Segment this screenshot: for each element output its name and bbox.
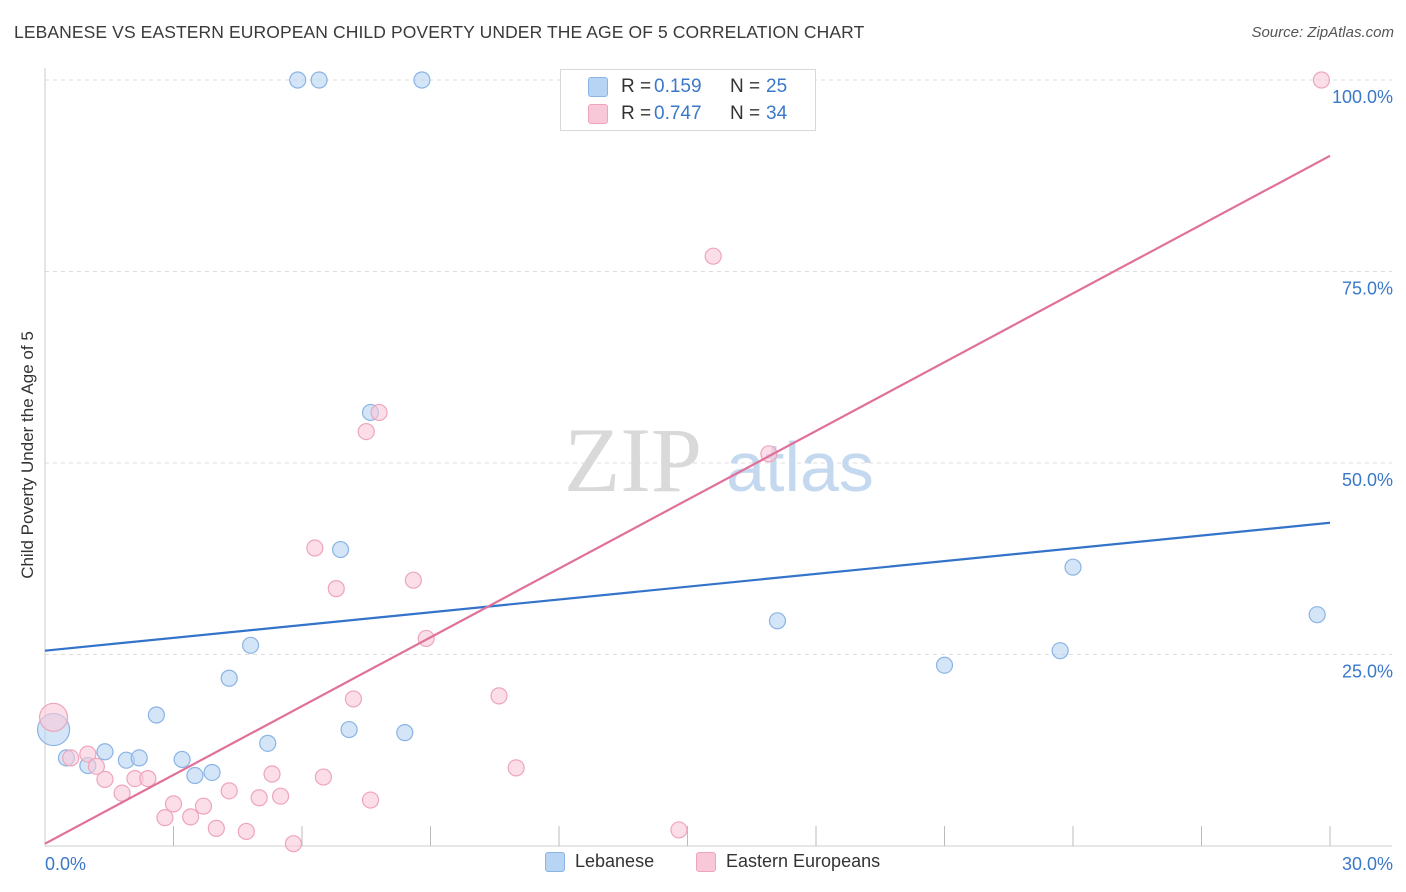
- point-lebanese: [173, 750, 191, 769]
- point-eastern: [38, 702, 69, 732]
- chart-title: LEBANESE VS EASTERN EUROPEAN CHILD POVER…: [14, 22, 865, 42]
- point-eastern: [1312, 71, 1331, 89]
- legend-r-value: 0.747: [654, 103, 702, 124]
- point-lebanese: [220, 669, 238, 687]
- point-eastern: [194, 797, 213, 815]
- watermark-zip: ZIP: [564, 409, 702, 511]
- point-lebanese: [96, 743, 114, 761]
- point-lebanese: [203, 763, 221, 782]
- point-eastern: [361, 791, 380, 809]
- point-lebanese: [242, 636, 260, 654]
- point-eastern: [156, 809, 174, 827]
- point-eastern: [284, 835, 303, 853]
- trend-line-lebanese: [44, 521, 1331, 652]
- legend-label-lebanese: Lebanese: [575, 851, 655, 871]
- point-eastern: [237, 822, 255, 841]
- point-lebanese: [396, 724, 414, 742]
- point-eastern: [96, 770, 114, 788]
- point-eastern: [271, 787, 290, 805]
- point-lebanese: [1308, 606, 1326, 624]
- point-lebanese: [768, 612, 787, 630]
- point-lebanese: [289, 71, 307, 89]
- trend-line-eastern: [44, 154, 1331, 845]
- point-lebanese: [935, 656, 954, 674]
- point-lebanese: [147, 706, 165, 724]
- legend-r-label: R =: [621, 103, 652, 124]
- legend-row-lebanese: R = 0.159 N = 25: [561, 75, 817, 99]
- x-tick-label: 30.0%: [1342, 854, 1393, 874]
- point-eastern: [220, 782, 238, 800]
- legend-n-label: N =: [730, 76, 761, 97]
- gridlines: [45, 79, 1392, 655]
- point-eastern: [344, 690, 362, 708]
- series-legend: Lebanese Eastern Europeans: [0, 851, 1406, 877]
- point-lebanese: [413, 71, 431, 89]
- legend-item-eastern[interactable]: Eastern Europeans: [696, 851, 880, 872]
- point-eastern: [164, 795, 183, 813]
- y-tick-label: 100.0%: [1332, 87, 1393, 107]
- point-lebanese: [130, 749, 148, 767]
- point-eastern: [327, 580, 345, 598]
- legend-n-value: 25: [766, 76, 788, 97]
- legend-n-label: N =: [730, 103, 761, 124]
- point-eastern: [263, 765, 281, 783]
- legend-item-lebanese[interactable]: Lebanese: [545, 851, 654, 872]
- point-eastern: [207, 819, 225, 837]
- y-tick-label: 25.0%: [1342, 662, 1393, 682]
- point-eastern: [404, 571, 422, 589]
- point-eastern: [357, 422, 375, 441]
- point-eastern: [62, 749, 80, 767]
- point-lebanese: [331, 540, 350, 559]
- point-lebanese: [1064, 558, 1082, 576]
- point-lebanese: [259, 734, 277, 752]
- legend-n-value: 34: [766, 103, 788, 124]
- point-eastern: [314, 768, 333, 786]
- point-eastern: [79, 745, 97, 763]
- axes: [44, 68, 1392, 847]
- trend-lines: [44, 154, 1331, 845]
- point-eastern: [490, 687, 508, 705]
- point-eastern: [182, 808, 200, 826]
- point-lebanese: [1051, 642, 1069, 660]
- legend-swatch-eastern: [696, 851, 716, 872]
- y-tick-label: 50.0%: [1342, 470, 1393, 490]
- point-eastern: [139, 769, 157, 788]
- point-lebanese: [340, 720, 358, 739]
- point-eastern: [250, 789, 268, 807]
- tick-labels: 25.0% 50.0% 75.0% 100.0% 0.0% 30.0%: [45, 87, 1393, 874]
- legend-r-label: R =: [621, 76, 652, 97]
- watermark: ZIP atlas: [564, 409, 874, 511]
- legend-label-eastern: Eastern Europeans: [726, 851, 881, 871]
- x-tick-label: 0.0%: [45, 854, 86, 874]
- point-eastern: [507, 759, 525, 777]
- point-eastern: [87, 757, 106, 775]
- point-lebanese: [310, 71, 328, 89]
- legend-row-eastern: R = 0.747 N = 34: [561, 102, 817, 126]
- source-label: Source: ZipAtlas.com: [1251, 24, 1394, 41]
- legend-r-value: 0.159: [654, 76, 702, 97]
- point-eastern: [370, 403, 388, 422]
- legend-swatch-eastern: [588, 104, 608, 124]
- point-eastern: [704, 247, 722, 265]
- point-eastern: [306, 539, 324, 557]
- legend-swatch-lebanese: [588, 77, 608, 97]
- stats-legend: R = 0.159 N = 25 R = 0.747 N = 34: [560, 69, 816, 131]
- legend-swatch-lebanese: [545, 851, 565, 872]
- point-lebanese: [186, 766, 204, 785]
- point-eastern: [113, 784, 131, 802]
- y-tick-label: 75.0%: [1342, 279, 1393, 299]
- point-eastern: [670, 821, 688, 839]
